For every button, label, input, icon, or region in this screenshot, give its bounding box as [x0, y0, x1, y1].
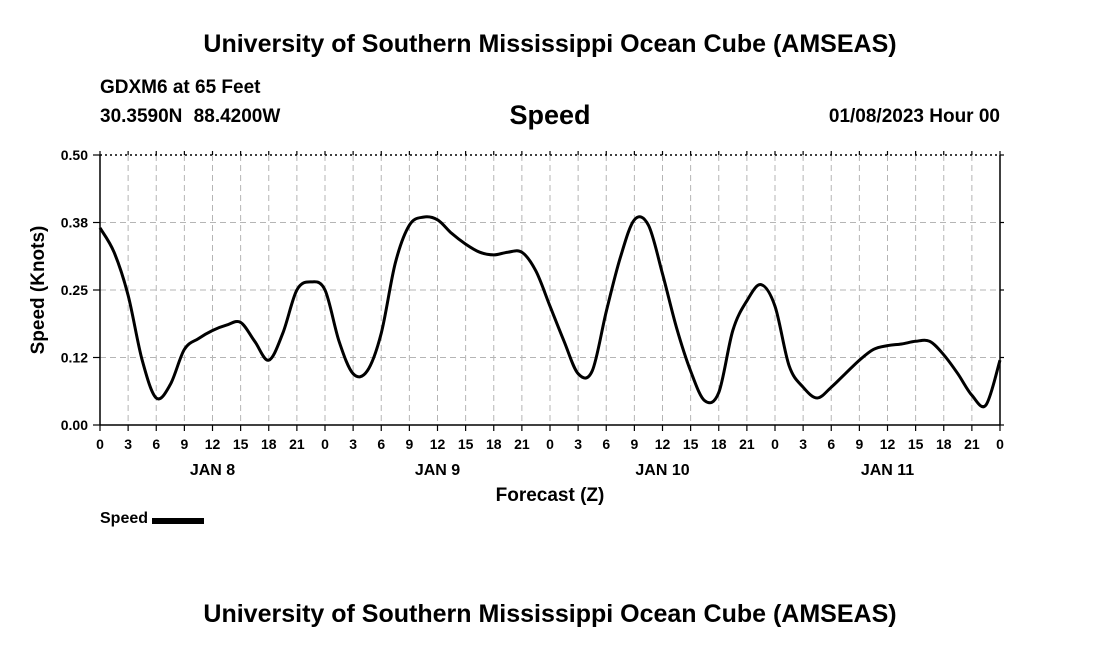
x-tick-label: 12	[205, 436, 221, 452]
chart-title: Speed	[509, 100, 591, 130]
y-tick-label: 0.00	[61, 417, 88, 433]
x-tick-label: 9	[855, 436, 863, 452]
station-label: GDXM6 at 65 Feet	[100, 77, 261, 98]
y-axis-title: Speed (Knots)	[28, 226, 49, 355]
y-tick-label: 0.25	[61, 282, 88, 298]
y-tick-label: 0.50	[61, 147, 88, 163]
day-label: JAN 9	[415, 462, 460, 479]
x-tick-label: 6	[377, 436, 385, 452]
axis-labels: 0 3 6 9 12 15 18 21 0 3 6 9 12 15 18 21 0 3 6 9 12 15 18 21 0 3 6 9…	[28, 147, 1004, 506]
x-tick-label: 21	[289, 436, 305, 452]
x-tick-label: 9	[405, 436, 413, 452]
x-tick-label: 3	[799, 436, 807, 452]
x-tick-label: 0	[546, 436, 554, 452]
x-tick-label: 3	[349, 436, 357, 452]
x-tick-label: 0	[96, 436, 104, 452]
x-tick-label: 9	[180, 436, 188, 452]
x-tick-label: 18	[486, 436, 502, 452]
x-tick-label: 0	[996, 436, 1004, 452]
grid	[100, 155, 1000, 425]
legend: Speed	[100, 510, 205, 528]
x-tick-label: 12	[880, 436, 896, 452]
day-label: JAN 10	[635, 462, 689, 479]
day-label: JAN 8	[190, 462, 235, 479]
x-tick-label: 3	[574, 436, 582, 452]
page-title: University of Southern Mississippi Ocean…	[203, 30, 897, 58]
series-line-speed	[98, 215, 1002, 409]
x-tick-label: 15	[683, 436, 699, 452]
y-tick-label: 0.38	[61, 215, 88, 231]
footer-title: University of Southern Mississippi Ocean…	[203, 600, 897, 628]
axes	[93, 151, 1004, 431]
x-tick-label: 18	[936, 436, 952, 452]
series	[98, 215, 1002, 409]
day-label: JAN 11	[861, 462, 914, 479]
x-tick-label: 15	[458, 436, 474, 452]
x-tick-label: 6	[602, 436, 610, 452]
x-tick-label: 12	[655, 436, 671, 452]
x-tick-label: 18	[711, 436, 727, 452]
x-tick-label: 15	[908, 436, 924, 452]
legend-label: Speed	[100, 510, 149, 527]
x-tick-label: 12	[430, 436, 446, 452]
coordinates-label: 30.3590N 88.4200W	[100, 106, 281, 127]
x-tick-label: 0	[321, 436, 329, 452]
x-tick-label: 0	[771, 436, 779, 452]
y-tick-label: 0.12	[61, 350, 88, 366]
forecast-date: 01/08/2023 Hour 00	[828, 106, 1000, 127]
x-tick-label: 21	[739, 436, 755, 452]
x-tick-label: 18	[261, 436, 277, 452]
x-axis-title: Forecast (Z)	[496, 485, 605, 506]
x-tick-label: 21	[514, 436, 530, 452]
x-tick-label: 6	[827, 436, 835, 452]
x-tick-label: 3	[124, 436, 132, 452]
x-tick-label: 15	[233, 436, 249, 452]
x-tick-label: 21	[964, 436, 980, 452]
x-tick-label: 6	[152, 436, 160, 452]
x-tick-label: 9	[630, 436, 638, 452]
legend-swatch	[152, 517, 205, 524]
